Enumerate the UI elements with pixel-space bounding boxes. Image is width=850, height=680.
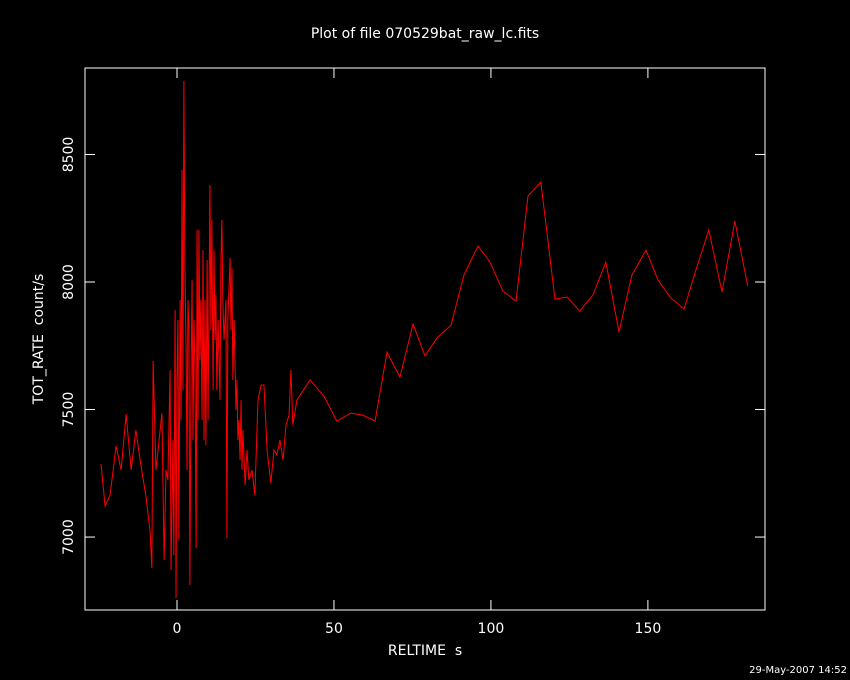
x-axis-label: RELTIME s	[388, 643, 462, 659]
chart-title: Plot of file 070529bat_raw_lc.fits	[311, 26, 539, 42]
y-tick-label: 8500	[61, 137, 77, 173]
timestamp: 29-May-2007 14:52	[749, 665, 847, 676]
x-tick-label: 100	[478, 621, 505, 637]
x-tick-label: 150	[635, 621, 662, 637]
y-tick-label: 7500	[61, 392, 77, 428]
x-tick-label: 0	[173, 621, 182, 637]
x-tick-label: 50	[325, 621, 343, 637]
y-tick-label: 7000	[61, 519, 77, 555]
y-axis-label: TOT_RATE count/s	[31, 274, 47, 406]
y-tick-label: 8000	[61, 264, 77, 300]
light-curve	[100, 81, 749, 599]
plot-frame	[84, 67, 766, 611]
